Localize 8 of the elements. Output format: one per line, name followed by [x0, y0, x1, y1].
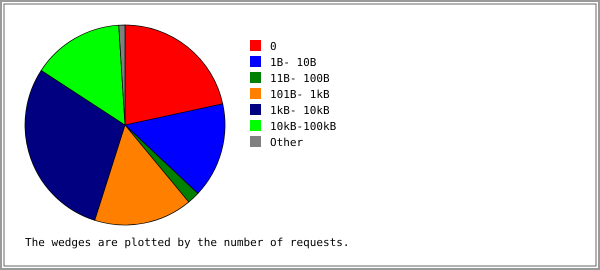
legend-label: 0: [270, 40, 277, 53]
legend-label: 1kB- 10kB: [270, 104, 330, 117]
text: The wedges are plotted by the number of requests.: [25, 236, 350, 249]
legend-label: 101B- 1kB: [270, 88, 330, 101]
legend-label: 10kB-100kB: [270, 120, 337, 133]
legend-label: 1B- 10B: [270, 56, 317, 69]
legend-label: Other: [270, 136, 304, 149]
legend-label: 11B- 100B: [270, 72, 330, 85]
